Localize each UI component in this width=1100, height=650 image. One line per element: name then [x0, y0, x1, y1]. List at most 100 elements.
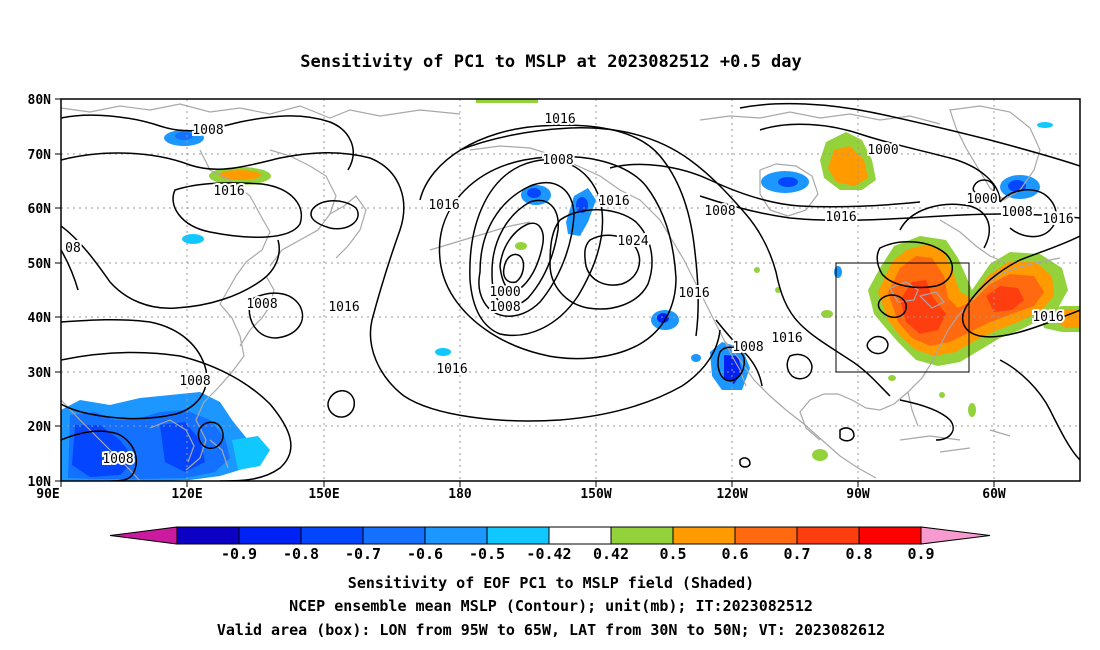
contour-canada-lowloops: [739, 102, 1080, 167]
map-title: Sensitivity of PC1 to MSLP at 2023082512…: [300, 52, 802, 72]
colorbar-label: 0.5: [659, 545, 686, 563]
caption-line-1: Sensitivity of EOF PC1 to MSLP field (Sh…: [348, 574, 754, 592]
pos-shade-small6: [754, 267, 760, 273]
pos-shade-bering: [515, 242, 527, 250]
pos-shade-small1: [821, 310, 833, 318]
coast-asia-east: [185, 149, 271, 471]
contour-atl-south: [999, 359, 1080, 461]
lat-tick-50n: 50N: [28, 257, 52, 272]
contour-label-1: 1008: [192, 123, 223, 138]
coast-alaska: [469, 145, 673, 241]
coast-japan: [239, 275, 275, 347]
contour-asia-1008-long: [61, 152, 721, 422]
contour-label-6: 08: [65, 241, 81, 256]
coast-hudson: [759, 163, 819, 217]
contour-asia-low-1: [61, 114, 354, 171]
contour-asia-1016: [172, 182, 303, 238]
neg-shade-scs-deep2: [160, 422, 205, 472]
contour-carib: [899, 399, 954, 441]
colorbar-swatch: [176, 526, 240, 545]
coast-labrador: [939, 219, 1005, 263]
coast-baja: [723, 339, 747, 387]
colorbar-low-end: [109, 526, 178, 545]
contour-np-low-nest2: [491, 199, 559, 307]
coast-florida: [907, 391, 919, 427]
neg-shade-gulf: [834, 266, 842, 278]
neg-shade-scs-deep: [72, 425, 135, 477]
colorbar-label: 0.42: [593, 545, 629, 563]
coast-gulf: [799, 393, 867, 441]
colorbar-swatch: [238, 526, 302, 545]
colorbar-label: 0.7: [783, 545, 810, 563]
map-frame: [60, 98, 1081, 482]
neg-shade-small: [691, 354, 701, 362]
contour-canada-1000: [759, 123, 1001, 203]
lat-tick-20n: 20N: [28, 420, 52, 435]
lat-tick-labels: 80N 70N 60N 50N 40N 30N 20N 10N: [28, 93, 52, 490]
contour-atl-loop: [899, 203, 990, 249]
colorbar-swatch: [858, 526, 922, 545]
lon-tick-180: 180: [448, 487, 472, 502]
contour-nw-pacific-1016: [61, 225, 280, 309]
lat-tick-40n: 40N: [28, 311, 52, 326]
contour-label-11: 1000: [489, 285, 520, 300]
contour-label-17: 1016: [771, 331, 802, 346]
caption-line-3: Valid area (box): LON from 95W to 65W, L…: [217, 621, 885, 639]
lat-tick-10n: 10N: [28, 475, 52, 490]
contour-label-19: 1000: [966, 192, 997, 207]
contour-canada-1008: [609, 163, 921, 208]
contour-sea-ring2: [327, 390, 355, 418]
contour-sea-1008: [61, 318, 208, 420]
lon-tick-90e: 90E: [36, 487, 59, 502]
coast-greatlakes: [889, 281, 945, 309]
caption-line-2: NCEP ensemble mean MSLP (Contour); unit(…: [289, 597, 813, 615]
contour-label-20: 1008: [1001, 205, 1032, 220]
lat-tick-80n: 80N: [28, 93, 52, 108]
neg-shade-baja-core: [724, 355, 742, 384]
contour-label-4: 1008: [246, 297, 277, 312]
colorbar-swatch: [424, 526, 488, 545]
pos-shade-atlantic-red: [900, 280, 946, 334]
contour-label-13: 1016: [598, 194, 629, 209]
coast-seasia: [61, 399, 229, 481]
contour-labels: 1008 1016 1016 1008 1016 08 1008 1016 10…: [63, 110, 1075, 469]
coast-okhotsk: [269, 149, 337, 267]
contour-label-7: 1008: [179, 374, 210, 389]
colorbar-swatch: [672, 526, 736, 545]
contour-np-high-1: [419, 124, 699, 337]
contour-np-low-nest3: [499, 222, 544, 292]
colorbar-swatch: [734, 526, 798, 545]
pos-shade-small2: [812, 449, 828, 461]
contour-gulf-wiggle: [786, 353, 813, 380]
contour-eus-ring3: [866, 335, 889, 355]
graticule: [61, 99, 1080, 481]
neg-shade-alaska1-core: [527, 188, 541, 198]
contour-mex-small2: [839, 427, 855, 442]
contour-alaska-1016: [459, 127, 745, 213]
colorbar-label: 0.8: [845, 545, 872, 563]
colorbar-label: -0.7: [345, 545, 381, 563]
lon-tick-90w: 90W: [846, 487, 870, 502]
contour-label-14: 1008: [542, 153, 573, 168]
colorbar-label: -0.6: [407, 545, 443, 563]
neg-shade-atl: [1037, 122, 1053, 128]
contour-atl-1016: [961, 235, 1080, 338]
lon-tick-120e: 120E: [171, 487, 202, 502]
colorbar-swatch: [486, 526, 550, 545]
coast-caribbean: [899, 429, 1011, 453]
neg-shade-sea: [182, 234, 204, 244]
lat-tick-70n: 70N: [28, 148, 52, 163]
colorbar-swatch: [362, 526, 426, 545]
tick-marks: [55, 98, 995, 487]
contour-label-2: 1016: [213, 184, 244, 199]
pos-shade-small3: [968, 403, 976, 417]
valid-area-box: [835, 262, 970, 373]
contour-pacific-mid: [248, 292, 304, 339]
contour-np-low-nest1: [478, 182, 575, 317]
contour-label-18: 1000: [867, 143, 898, 158]
coast-kamchatka: [329, 195, 367, 259]
contour-us-1016: [743, 211, 891, 397]
map-panel: 1008 1016 1016 1008 1016 08 1008 1016 10…: [61, 99, 1080, 481]
pos-shade-atlantic-red2: [986, 286, 1024, 312]
